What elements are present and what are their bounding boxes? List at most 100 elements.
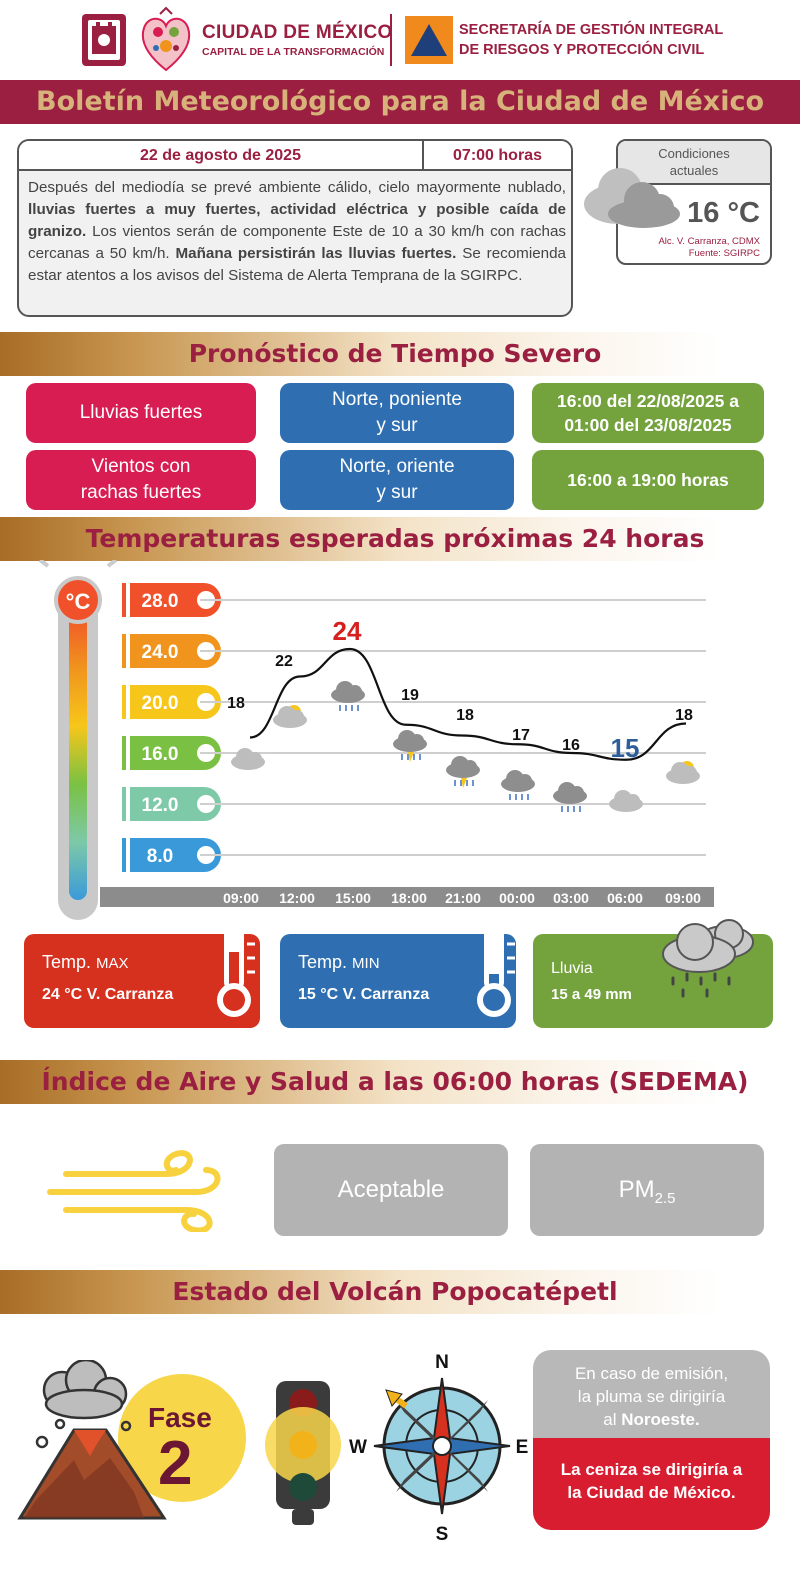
pollutant-name: PM [618,1176,655,1203]
scale-tag-edge [122,685,126,719]
phase-number: 2 [158,1429,193,1498]
period-rain: 16:00 del 22/08/2025 a 01:00 del 23/08/2… [532,383,764,443]
min-temp-suffix: MIN [352,955,380,972]
bulletin-header: 22 de agosto de 2025 07:00 horas [19,141,571,171]
temps-heading-gradient [0,517,720,561]
ash-l2: la Ciudad de México. [567,1483,736,1502]
min-temp-title: Temp. MIN [298,952,380,973]
temp-scale: 28.0 24.0 20.0 16.0 12.0 8.0 [122,583,221,872]
hour-label: 15:00 [335,890,371,906]
temp-value-label: 18 [227,695,245,712]
scale-tag-edge [122,583,126,617]
current-label-line1: Condiciones [658,146,730,161]
phenomenon-wind-l2: rachas fuertes [80,482,202,503]
partly-cloudy-icon [273,705,307,728]
min-temp-label: 15 [611,733,640,763]
compass-s: S [436,1524,449,1543]
heart-logo [141,6,191,72]
ash-direction: La ceniza se dirigiría a la Ciudad de Mé… [533,1438,770,1530]
zone-wind-l1: Norte, oriente [339,456,455,477]
current-station: Alc. V. Carranza, CDMX [658,236,760,247]
phenomenon-rain: Lluvias fuertes [26,383,256,443]
storm-icon [446,756,480,788]
min-temp-value: 15 °C V. Carranza [298,986,430,1003]
scale-tag-edge [122,838,126,872]
current-source: Alc. V. Carranza, CDMX Fuente: SGIRPC [658,236,760,260]
bulletin-box: 22 de agosto de 2025 07:00 horas Después… [17,139,573,317]
cloud-shape [518,774,532,788]
cloud-shape [626,794,640,808]
temps-heading-band: Temperaturas esperadas próximas 24 horas [0,517,800,561]
chart-grid [200,599,706,856]
hour-cell [272,887,322,907]
hour-label: 12:00 [279,890,315,906]
traffic-light-icon [265,1381,341,1525]
zone-rain-l2: y sur [376,415,418,436]
scale-tag-label: 24.0 [142,642,179,663]
period-wind: 16:00 a 19:00 horas [532,450,764,510]
temp-value-label: 18 [675,707,693,724]
temp-value-label: 17 [512,727,530,744]
hour-cell [492,887,542,907]
zone-wind: Norte, oriente y sur [280,450,514,510]
min-temp-label: Temp. [298,952,348,972]
period-wind-label: 16:00 a 19:00 horas [567,470,729,490]
hour-cell [216,887,266,907]
thermometer-cold-icon [477,914,515,1017]
phenomenon-wind: Vientos con rachas fuertes [26,450,256,510]
cloud-shape [348,685,362,699]
plume-l3: al Noroeste. [533,1408,770,1431]
temperature-labels: 18 22 24 19 18 17 16 15 18 [227,616,693,763]
org-slogan: CAPITAL DE LA TRANSFORMACIÓN [202,46,385,58]
phase-label: Fase [148,1402,212,1433]
scale-tag-edge [122,736,126,770]
rain-icon [331,681,365,711]
air-heading: Índice de Aire y Salud a las 06:00 horas… [41,1067,749,1096]
lightning-icon [461,778,467,788]
volcano-heading-gradient [0,1270,720,1314]
scale-tag [130,736,221,770]
cloud-shape [410,734,424,748]
rain-icon [501,770,535,800]
zone-wind-l2: y sur [376,482,418,503]
volcano-icon [17,1360,246,1520]
cloud-icon [609,790,643,812]
current-temp: 16 °C [687,197,760,229]
scale-tag-label: 12.0 [142,795,179,816]
scale-tag-label: 20.0 [142,693,179,714]
bulletin-text-2: Los vientos serán de componente Este de … [28,223,566,262]
severe-heading-gradient [0,332,720,376]
phenomenon-wind-l1: Vientos con [91,456,191,477]
bulletin-date: 22 de agosto de 2025 [19,141,424,171]
max-temp-suffix: MAX [96,955,129,972]
hour-label: 06:00 [607,890,643,906]
x-axis-labels: 09:00 12:00 15:00 18:00 21:00 00:00 03:00 06:00… [216,887,708,907]
compass-n: N [435,1352,449,1373]
air-quality-box: Aceptable [274,1144,508,1236]
air-quality-value: Aceptable [337,1176,445,1203]
zone-rain-l1: Norte, poniente [332,389,462,410]
thermometer-icon: °C [38,560,118,920]
thermometer-hot-icon [217,914,255,1017]
hour-label: 03:00 [553,890,589,906]
cloud-shape [290,710,304,724]
scale-tag [130,583,221,617]
min-temp-card: Temp. MIN 15 °C V. Carranza [280,934,516,1028]
bulletin-text-bold-1: lluvias fuertes a muy fuertes, actividad… [28,201,566,240]
hour-label: 00:00 [499,890,535,906]
compass-icon: N S W E [349,1352,528,1543]
hour-cell [600,887,650,907]
period-rain-l2: 01:00 del 23/08/2025 [564,415,732,435]
hour-cell [658,887,708,907]
hour-label: 21:00 [445,890,481,906]
plume-l3-prefix: al [603,1410,622,1429]
max-temp-label: Temp. [42,952,92,972]
volcano-info: En caso de emisión, la pluma se dirigirí… [533,1350,770,1530]
volcano-heading: Estado del Volcán Popocatépetl [172,1277,618,1306]
current-label: Condiciones actuales [618,141,770,185]
air-heading-gradient [0,1060,720,1104]
max-temp-label: 24 [333,616,362,646]
temp-value-label: 16 [562,737,580,754]
cdmx-shield-logo [82,14,126,66]
current-source-label: Fuente: SGIRPC [688,248,760,259]
